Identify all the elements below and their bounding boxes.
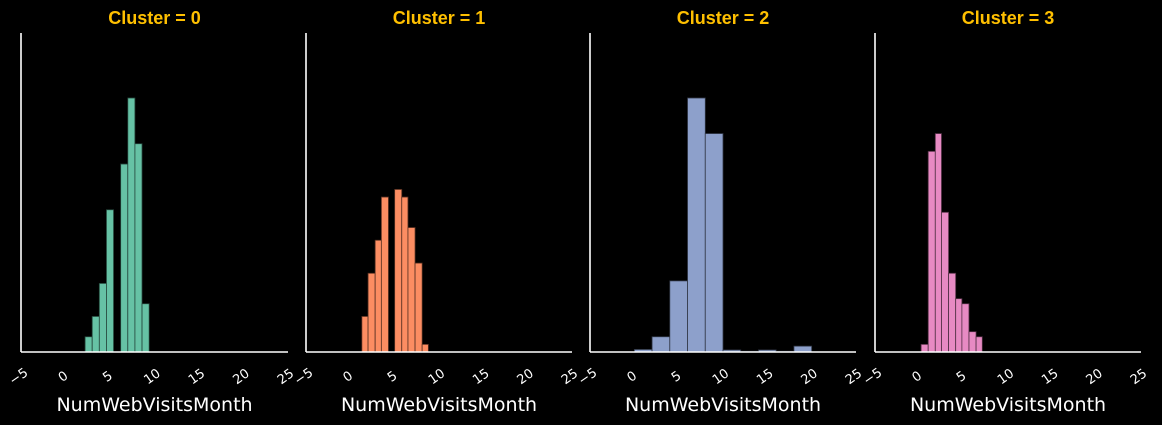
histogram-bar — [793, 345, 813, 353]
x-axis-label: NumWebVisitsMonth — [910, 394, 1106, 416]
x-tick-label: 10 — [141, 366, 163, 388]
histogram-bar — [975, 336, 983, 353]
x-tick-label: 25 — [1128, 366, 1150, 388]
x-tick-label: 5 — [385, 369, 400, 386]
x-tick-label: 10 — [995, 366, 1017, 388]
histogram-bar — [401, 196, 409, 353]
histogram-bar — [98, 283, 107, 353]
x-tick-label: 5 — [669, 369, 684, 386]
x-tick-label: 20 — [515, 366, 537, 388]
histogram-bar — [927, 150, 936, 353]
histogram-bar — [934, 133, 942, 353]
histogram-bar — [968, 331, 977, 353]
x-tick-label: 10 — [426, 366, 448, 388]
histogram-bar — [394, 189, 403, 353]
x-axis-label: NumWebVisitsMonth — [625, 394, 821, 416]
x-tick-label: 5 — [954, 369, 969, 386]
panel-title: Cluster = 1 — [393, 8, 486, 28]
histogram-bar — [651, 336, 671, 353]
panel-title: Cluster = 3 — [962, 8, 1055, 28]
x-tick-label: −5 — [7, 365, 31, 388]
x-tick-label: 20 — [1084, 366, 1106, 388]
x-tick-label: 0 — [910, 369, 925, 386]
histogram-bar — [84, 336, 93, 353]
x-tick-label: 15 — [1039, 366, 1061, 388]
histogram-bar — [407, 227, 416, 353]
x-tick-label: 0 — [56, 369, 71, 386]
histogram-bar — [421, 343, 429, 353]
histogram-bar — [361, 316, 369, 353]
x-tick-label: 15 — [754, 366, 776, 388]
histogram-bar — [669, 280, 688, 353]
x-tick-label: −5 — [861, 365, 885, 388]
bars — [84, 97, 150, 353]
x-tick-label: 0 — [625, 369, 640, 386]
x-tick-label: 10 — [710, 366, 732, 388]
histogram-bar — [120, 163, 129, 353]
x-axis-label: NumWebVisitsMonth — [56, 394, 252, 416]
x-tick-label: −5 — [576, 365, 600, 388]
x-tick-label: 20 — [799, 366, 821, 388]
x-axis-label: NumWebVisitsMonth — [341, 394, 537, 416]
bars — [633, 97, 813, 353]
histogram-bar — [374, 239, 382, 353]
bars — [920, 133, 983, 353]
histogram-bar — [941, 211, 949, 353]
x-tick-label: 0 — [341, 369, 356, 386]
x-tick-label: 15 — [186, 366, 208, 388]
bars — [361, 189, 429, 353]
x-tick-label: 20 — [230, 366, 252, 388]
histogram-bar — [127, 97, 136, 353]
histogram-bar — [134, 143, 143, 353]
panel-title: Cluster = 2 — [677, 8, 770, 28]
histogram-bar — [955, 298, 963, 353]
histogram-bar — [687, 97, 706, 353]
histogram-bar — [948, 272, 957, 353]
histogram-bar — [961, 303, 970, 353]
x-tick-label: 15 — [470, 366, 492, 388]
histogram-bar — [380, 196, 389, 353]
histogram-bar — [414, 262, 423, 353]
histogram-bar — [141, 303, 150, 353]
histogram-bar — [91, 316, 100, 353]
x-tick-label: −5 — [292, 365, 316, 388]
histogram-bar — [920, 343, 929, 353]
histogram-bar — [367, 272, 376, 353]
x-tick-label: 5 — [100, 369, 115, 386]
histogram-bar — [704, 133, 724, 353]
panel-title: Cluster = 0 — [108, 8, 201, 28]
histogram-bar — [106, 209, 114, 353]
panel-cluster-3: Cluster = 3 −5 0 5 10 15 20 25 NumWebVisitsMonth — [861, 8, 1150, 416]
